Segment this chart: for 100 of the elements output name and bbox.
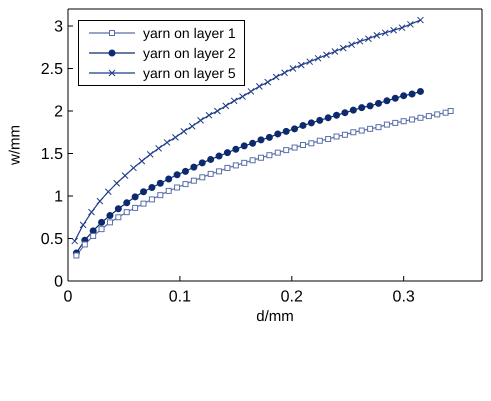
- point: [406, 20, 414, 28]
- point: [292, 144, 298, 151]
- point: [182, 181, 188, 188]
- point: [156, 180, 164, 187]
- y-tick-label: 3: [54, 18, 64, 36]
- point: [350, 129, 356, 136]
- point: [249, 140, 256, 147]
- point: [382, 29, 389, 36]
- point: [299, 122, 306, 129]
- point: [113, 180, 120, 187]
- point: [157, 192, 164, 198]
- point: [205, 112, 212, 119]
- point: [358, 104, 366, 112]
- point: [114, 205, 122, 212]
- point: [340, 44, 347, 52]
- point: [334, 134, 340, 140]
- point: [106, 219, 113, 226]
- point: [241, 160, 248, 166]
- point: [308, 140, 314, 146]
- point: [408, 90, 416, 98]
- point: [132, 193, 139, 200]
- point: [96, 198, 104, 205]
- legend-label: yarn on layer 1: [143, 24, 236, 43]
- point: [224, 164, 230, 171]
- point: [356, 38, 364, 45]
- y-tick-label: 0: [54, 274, 64, 291]
- point: [342, 132, 348, 138]
- point: [367, 126, 374, 132]
- x-tick-label: 0.2: [280, 288, 304, 306]
- point: [208, 170, 214, 177]
- point: [130, 164, 137, 172]
- point: [106, 212, 114, 220]
- point: [364, 35, 372, 42]
- point: [164, 138, 171, 146]
- point: [199, 174, 206, 180]
- point: [115, 214, 122, 220]
- point: [98, 218, 106, 226]
- point: [314, 54, 322, 62]
- point: [266, 152, 272, 158]
- point: [417, 114, 424, 121]
- point: [207, 156, 214, 163]
- legend-label: yarn on layer 5: [143, 64, 236, 83]
- point: [232, 162, 239, 168]
- point: [146, 150, 154, 158]
- y-tick-label: 2.5: [40, 61, 64, 78]
- point: [224, 149, 231, 156]
- point: [324, 114, 332, 122]
- point: [214, 108, 221, 114]
- point: [232, 146, 240, 153]
- point: [291, 125, 298, 132]
- point: [140, 200, 147, 207]
- point: [341, 109, 348, 116]
- point: [98, 226, 105, 232]
- point: [266, 134, 273, 141]
- point: [392, 120, 398, 126]
- point: [247, 88, 254, 95]
- point: [264, 78, 272, 86]
- point: [448, 108, 454, 114]
- point: [216, 168, 222, 174]
- point: [426, 113, 432, 120]
- point: [316, 138, 323, 144]
- point: [124, 209, 130, 216]
- point: [442, 110, 449, 116]
- y-tick-label: 1.5: [40, 146, 64, 164]
- point: [274, 150, 281, 156]
- point: [148, 196, 155, 202]
- point: [384, 122, 390, 128]
- point: [230, 97, 238, 104]
- point: [272, 74, 280, 80]
- point: [122, 172, 129, 180]
- point: [383, 97, 390, 104]
- point: [350, 106, 357, 114]
- point: [316, 116, 324, 124]
- point: [166, 188, 172, 194]
- point: [322, 51, 330, 58]
- point: [258, 154, 264, 161]
- point: [392, 94, 399, 102]
- x-tick-label: 0.3: [392, 288, 415, 306]
- y-axis-title: w/mm: [6, 125, 24, 166]
- point: [366, 102, 374, 110]
- point: [400, 118, 407, 124]
- y-tick-label: 1: [54, 188, 64, 206]
- point: [88, 208, 95, 216]
- x-axis-title: d/mm: [256, 308, 294, 325]
- point: [258, 136, 265, 144]
- point: [172, 134, 179, 141]
- point: [390, 26, 398, 34]
- point: [308, 119, 315, 126]
- point: [325, 136, 332, 142]
- y-tick-label: 0.5: [40, 231, 64, 248]
- point: [73, 252, 80, 258]
- point: [331, 48, 338, 55]
- point: [174, 184, 180, 190]
- point: [82, 241, 88, 248]
- point: [274, 130, 282, 138]
- point: [132, 204, 138, 211]
- legend-label: yarn on layer 2: [143, 44, 236, 63]
- point: [416, 16, 424, 24]
- x-tick-label: 0.1: [168, 288, 192, 306]
- point: [140, 188, 148, 196]
